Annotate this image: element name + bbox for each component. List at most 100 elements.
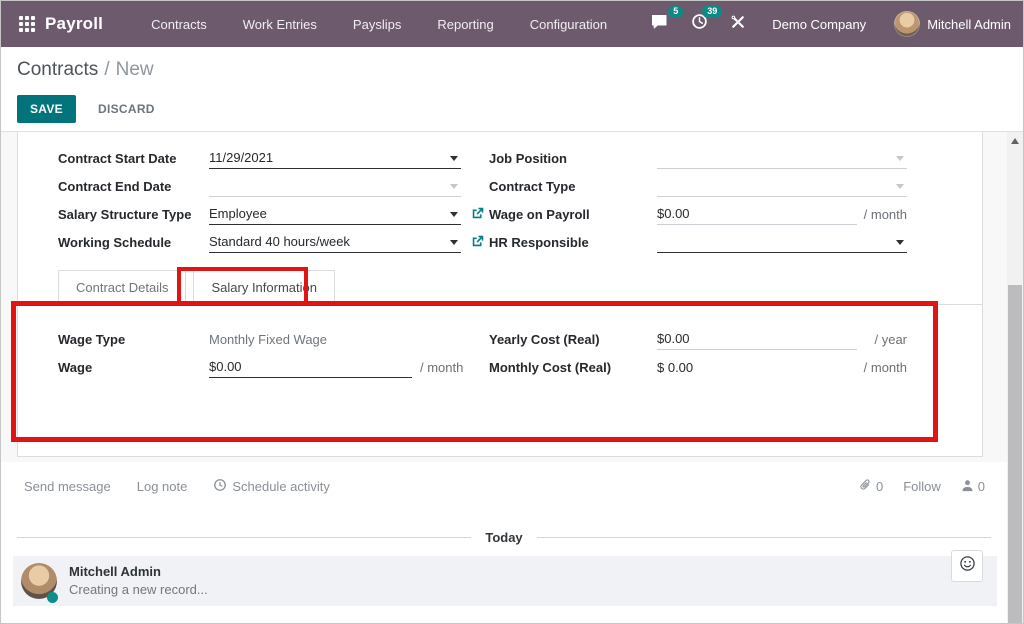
message-author: Mitchell Admin bbox=[69, 564, 161, 579]
activities-badge: 39 bbox=[702, 5, 723, 18]
form-buttons: SAVE DISCARD bbox=[17, 95, 161, 123]
field-label: Working Schedule bbox=[58, 234, 172, 250]
follow-button[interactable]: Follow bbox=[903, 479, 941, 494]
field-label: Yearly Cost (Real) bbox=[489, 331, 600, 347]
field-label: HR Responsible bbox=[489, 234, 589, 250]
app-name[interactable]: Payroll bbox=[45, 14, 104, 33]
chatter-tools: 0 Follow 0 bbox=[859, 478, 985, 495]
yearly-cost-input[interactable]: $0.00 bbox=[657, 328, 857, 350]
chevron-down-icon[interactable] bbox=[896, 184, 904, 189]
tools-icon bbox=[730, 14, 746, 35]
wage-on-payroll-input[interactable]: $0.00 bbox=[657, 203, 857, 225]
discard-button[interactable]: DISCARD bbox=[92, 101, 161, 117]
contract-type-input[interactable] bbox=[657, 175, 907, 197]
tab-salary-information[interactable]: Salary Information bbox=[193, 270, 335, 304]
online-status-dot bbox=[47, 592, 58, 603]
field-label: Salary Structure Type bbox=[58, 206, 192, 222]
field-label: Contract End Date bbox=[58, 178, 172, 194]
company-switcher[interactable]: Demo Company bbox=[772, 16, 867, 32]
menu-contracts[interactable]: Contracts bbox=[151, 16, 207, 32]
contract-start-date-input[interactable]: 11/29/2021 bbox=[209, 147, 461, 169]
messages-button[interactable]: 5 bbox=[645, 5, 684, 39]
external-link-icon[interactable] bbox=[471, 234, 485, 253]
navbar-right: 5 39 Demo Company Mitchell Admin bbox=[645, 5, 1011, 39]
field-label: Contract Start Date bbox=[58, 150, 177, 166]
tab-contract-details[interactable]: Contract Details bbox=[58, 270, 187, 304]
menu-payslips[interactable]: Payslips bbox=[352, 16, 402, 32]
top-navbar: Payroll Contracts Work Entries Payslips … bbox=[1, 1, 1023, 47]
contract-end-date-input[interactable] bbox=[209, 175, 461, 197]
chevron-down-icon[interactable] bbox=[450, 156, 458, 161]
tools-button[interactable] bbox=[724, 10, 752, 39]
content-area: Contract Start Date 11/29/2021 Contract … bbox=[1, 132, 1023, 623]
field-job-position: Job Position bbox=[489, 144, 907, 172]
field-hr-responsible: HR Responsible bbox=[489, 228, 907, 256]
activities-button[interactable]: 39 bbox=[685, 5, 723, 39]
emoji-reaction-button[interactable] bbox=[951, 550, 983, 582]
field-label: Monthly Cost (Real) bbox=[489, 359, 612, 375]
chevron-down-icon[interactable] bbox=[450, 212, 458, 217]
hr-responsible-input[interactable] bbox=[657, 231, 907, 253]
clock-icon bbox=[213, 478, 227, 495]
message-item: Mitchell Admin Creating a new record... bbox=[13, 556, 997, 606]
field-label: Job Position bbox=[489, 150, 567, 166]
paperclip-icon bbox=[859, 478, 872, 495]
breadcrumb: Contracts / New bbox=[17, 59, 154, 81]
working-schedule-input[interactable]: Standard 40 hours/week bbox=[209, 231, 461, 253]
chatter-actions: Send message Log note Schedule activity bbox=[24, 478, 330, 495]
attachments-button[interactable]: 0 bbox=[859, 478, 883, 495]
field-wage: Wage $0.00 / month bbox=[58, 353, 463, 381]
chevron-down-icon[interactable] bbox=[896, 156, 904, 161]
menu-work-entries[interactable]: Work Entries bbox=[242, 16, 317, 32]
field-suffix: / year bbox=[874, 331, 907, 347]
field-wage-on-payroll: Wage on Payroll $0.00 / month bbox=[489, 200, 907, 228]
breadcrumb-current: New bbox=[115, 59, 154, 80]
person-icon bbox=[961, 479, 974, 495]
user-menu[interactable]: Mitchell Admin bbox=[894, 11, 1011, 37]
user-name: Mitchell Admin bbox=[927, 16, 1011, 32]
main-menu: Contracts Work Entries Payslips Reportin… bbox=[137, 11, 621, 38]
message-body: Creating a new record... bbox=[69, 582, 208, 597]
field-yearly-cost: Yearly Cost (Real) $0.00 / year bbox=[489, 325, 907, 353]
notebook-tabs: Contract Details Salary Information bbox=[58, 270, 342, 304]
field-contract-start-date: Contract Start Date 11/29/2021 bbox=[58, 144, 461, 172]
field-salary-structure-type: Salary Structure Type Employee bbox=[58, 200, 484, 228]
wage-input[interactable]: $0.00 bbox=[209, 356, 412, 378]
wage-type-value: Monthly Fixed Wage bbox=[209, 331, 328, 347]
user-avatar bbox=[894, 11, 921, 37]
external-link-icon[interactable] bbox=[471, 206, 485, 225]
breadcrumb-contracts-link[interactable]: Contracts bbox=[17, 59, 99, 80]
scroll-up-arrow-icon[interactable] bbox=[1011, 138, 1019, 144]
control-panel: Contracts / New SAVE DISCARD bbox=[1, 47, 1023, 132]
breadcrumb-separator: / bbox=[104, 59, 110, 80]
vertical-scrollbar[interactable] bbox=[1007, 132, 1023, 623]
job-position-input[interactable] bbox=[657, 147, 907, 169]
chat-bubble-icon bbox=[651, 14, 669, 35]
chevron-down-icon[interactable] bbox=[450, 184, 458, 189]
followers-button[interactable]: 0 bbox=[961, 479, 985, 495]
date-divider: Today bbox=[17, 530, 992, 545]
save-button[interactable]: SAVE bbox=[17, 95, 76, 123]
chevron-down-icon[interactable] bbox=[896, 240, 904, 245]
field-working-schedule: Working Schedule Standard 40 hours/week bbox=[58, 228, 484, 256]
field-label: Wage Type bbox=[58, 331, 126, 347]
salary-structure-type-input[interactable]: Employee bbox=[209, 203, 461, 225]
messages-badge: 5 bbox=[668, 5, 684, 19]
chevron-down-icon[interactable] bbox=[450, 240, 458, 245]
field-contract-end-date: Contract End Date bbox=[58, 172, 461, 200]
send-message-button[interactable]: Send message bbox=[24, 479, 111, 494]
field-label: Wage bbox=[58, 359, 93, 375]
date-divider-label: Today bbox=[485, 530, 523, 545]
field-suffix: / month bbox=[863, 359, 907, 375]
field-monthly-cost: Monthly Cost (Real) $ 0.00 / month bbox=[489, 353, 907, 381]
schedule-activity-button[interactable]: Schedule activity bbox=[213, 478, 330, 495]
scrollbar-thumb[interactable] bbox=[1008, 285, 1022, 623]
form-sheet: Contract Start Date 11/29/2021 Contract … bbox=[17, 132, 983, 457]
apps-grid-icon[interactable] bbox=[19, 16, 35, 32]
menu-configuration[interactable]: Configuration bbox=[529, 16, 608, 32]
log-note-button[interactable]: Log note bbox=[136, 479, 188, 494]
menu-reporting[interactable]: Reporting bbox=[437, 16, 494, 32]
monthly-cost-value: $ 0.00 bbox=[657, 359, 694, 375]
field-suffix: / month bbox=[863, 206, 907, 222]
